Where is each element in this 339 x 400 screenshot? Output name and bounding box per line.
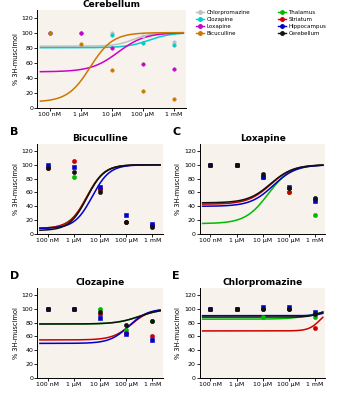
Text: B: B	[10, 127, 18, 137]
Text: C: C	[173, 127, 181, 137]
Title: Chlorpromazine: Chlorpromazine	[223, 278, 303, 287]
Text: E: E	[173, 271, 180, 281]
Y-axis label: % 3H-muscimol: % 3H-muscimol	[13, 307, 19, 359]
Y-axis label: % 3H-muscimol: % 3H-muscimol	[175, 307, 181, 359]
Legend: Thalamus, Striatum, Hippocampus, Cerebellum: Thalamus, Striatum, Hippocampus, Cerebel…	[276, 8, 328, 38]
Text: A: A	[4, 0, 13, 2]
Title: Clozapine: Clozapine	[75, 278, 125, 287]
Y-axis label: % 3H-muscimol: % 3H-muscimol	[175, 163, 181, 215]
Y-axis label: % 3H-muscimol: % 3H-muscimol	[13, 33, 19, 85]
Text: D: D	[10, 271, 19, 281]
Title: Bicuculline: Bicuculline	[72, 134, 128, 143]
Title: Loxapine: Loxapine	[240, 134, 286, 143]
Title: Cerebellum: Cerebellum	[83, 0, 141, 9]
Y-axis label: % 3H-muscimol: % 3H-muscimol	[13, 163, 19, 215]
